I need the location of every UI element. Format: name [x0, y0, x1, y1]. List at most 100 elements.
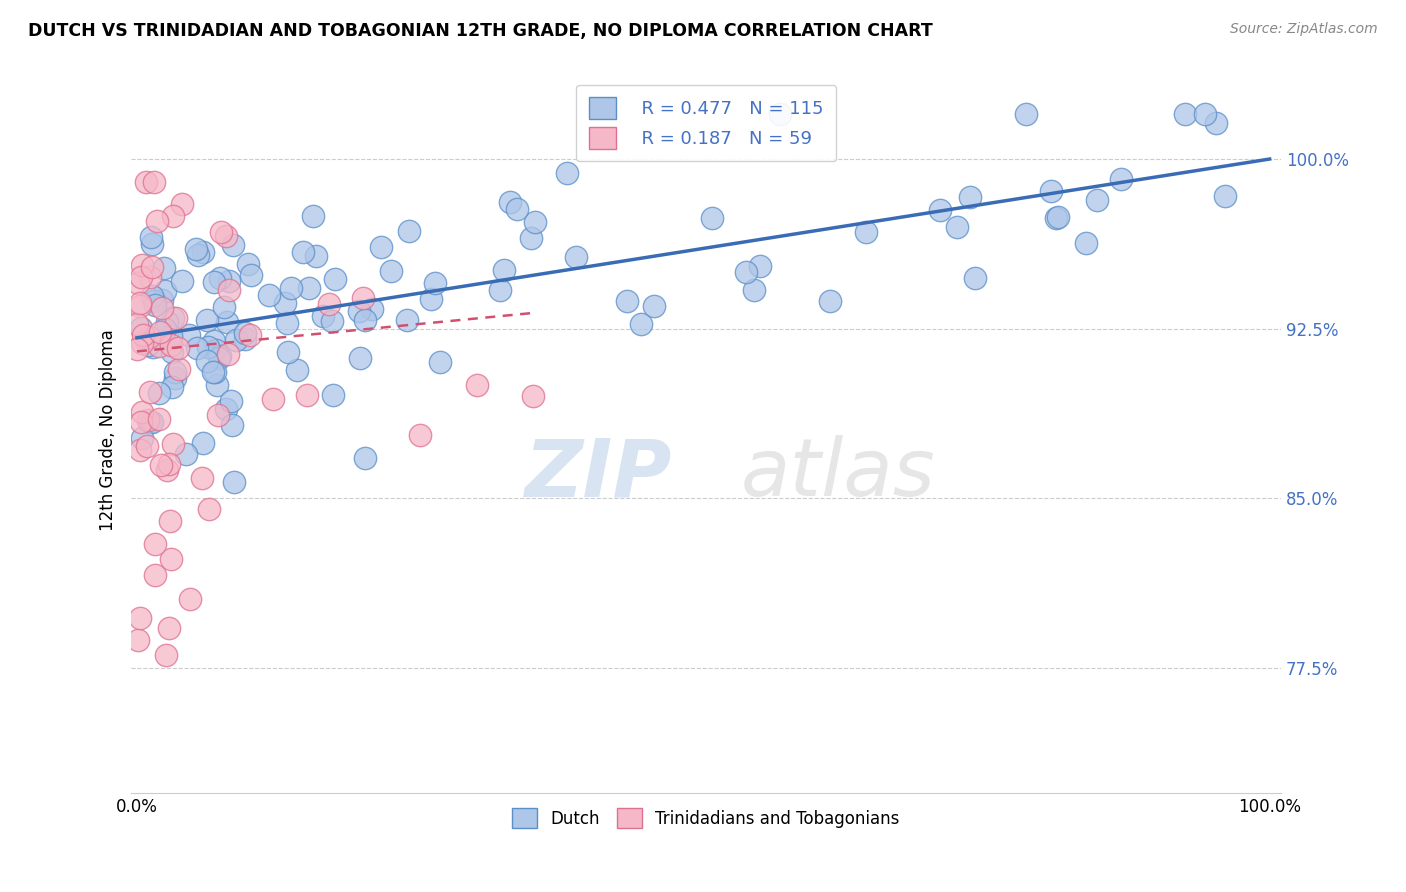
Point	[630, 317, 652, 331]
Point	[142, 294, 165, 309]
Point	[221, 417, 243, 432]
Point	[129, 321, 152, 335]
Point	[292, 244, 315, 259]
Point	[136, 413, 159, 427]
Point	[280, 281, 302, 295]
Text: atlas: atlas	[741, 435, 935, 513]
Point	[212, 301, 235, 315]
Point	[141, 260, 163, 275]
Point	[488, 283, 510, 297]
Point	[744, 283, 766, 297]
Point	[177, 327, 200, 342]
Point	[139, 415, 162, 429]
Point	[238, 257, 260, 271]
Point	[419, 292, 441, 306]
Point	[191, 245, 214, 260]
Point	[153, 260, 176, 275]
Point	[131, 405, 153, 419]
Point	[257, 288, 280, 302]
Point	[195, 313, 218, 327]
Legend: Dutch, Trinidadians and Tobagonians: Dutch, Trinidadians and Tobagonians	[506, 801, 907, 835]
Point	[159, 514, 181, 528]
Point	[353, 313, 375, 327]
Point	[162, 436, 184, 450]
Point	[162, 310, 184, 325]
Point	[769, 107, 792, 121]
Point	[555, 166, 578, 180]
Point	[262, 392, 284, 406]
Point	[277, 345, 299, 359]
Point	[1085, 193, 1108, 207]
Point	[273, 296, 295, 310]
Point	[1194, 107, 1216, 121]
Point	[204, 365, 226, 379]
Point	[1074, 236, 1097, 251]
Point	[129, 270, 152, 285]
Point	[138, 330, 160, 344]
Point	[165, 311, 187, 326]
Point	[150, 293, 173, 308]
Point	[160, 345, 183, 359]
Point	[127, 632, 149, 647]
Point	[148, 338, 170, 352]
Point	[1045, 211, 1067, 225]
Point	[167, 362, 190, 376]
Point	[217, 347, 239, 361]
Point	[380, 264, 402, 278]
Point	[276, 316, 298, 330]
Point	[129, 295, 152, 310]
Point	[148, 412, 170, 426]
Point	[142, 340, 165, 354]
Point	[1046, 211, 1069, 225]
Point	[160, 380, 183, 394]
Point	[201, 365, 224, 379]
Point	[520, 231, 543, 245]
Point	[186, 341, 208, 355]
Point	[409, 427, 432, 442]
Text: ZIP: ZIP	[524, 435, 672, 513]
Point	[222, 238, 245, 252]
Point	[224, 475, 246, 489]
Point	[179, 591, 201, 606]
Point	[285, 363, 308, 377]
Point	[349, 351, 371, 365]
Point	[131, 431, 153, 445]
Point	[150, 301, 173, 316]
Point	[215, 229, 238, 244]
Point	[323, 272, 346, 286]
Point	[963, 271, 986, 285]
Point	[239, 268, 262, 282]
Point	[153, 284, 176, 298]
Point	[361, 301, 384, 316]
Point	[215, 315, 238, 329]
Point	[148, 386, 170, 401]
Point	[197, 340, 219, 354]
Point	[1039, 184, 1062, 198]
Point	[159, 338, 181, 352]
Point	[135, 175, 157, 189]
Point	[170, 274, 193, 288]
Point	[160, 551, 183, 566]
Point	[423, 276, 446, 290]
Point	[174, 446, 197, 460]
Point	[141, 415, 163, 429]
Point	[506, 202, 529, 217]
Point	[305, 249, 328, 263]
Point	[855, 225, 877, 239]
Point	[128, 611, 150, 625]
Point	[139, 269, 162, 284]
Point	[322, 388, 344, 402]
Point	[565, 250, 588, 264]
Point	[211, 225, 233, 239]
Point	[1205, 116, 1227, 130]
Point	[207, 351, 229, 365]
Point	[202, 334, 225, 348]
Point	[218, 275, 240, 289]
Point	[301, 209, 323, 223]
Point	[160, 329, 183, 343]
Point	[146, 213, 169, 227]
Point	[165, 366, 187, 380]
Point	[370, 240, 392, 254]
Point	[233, 326, 256, 341]
Point	[749, 259, 772, 273]
